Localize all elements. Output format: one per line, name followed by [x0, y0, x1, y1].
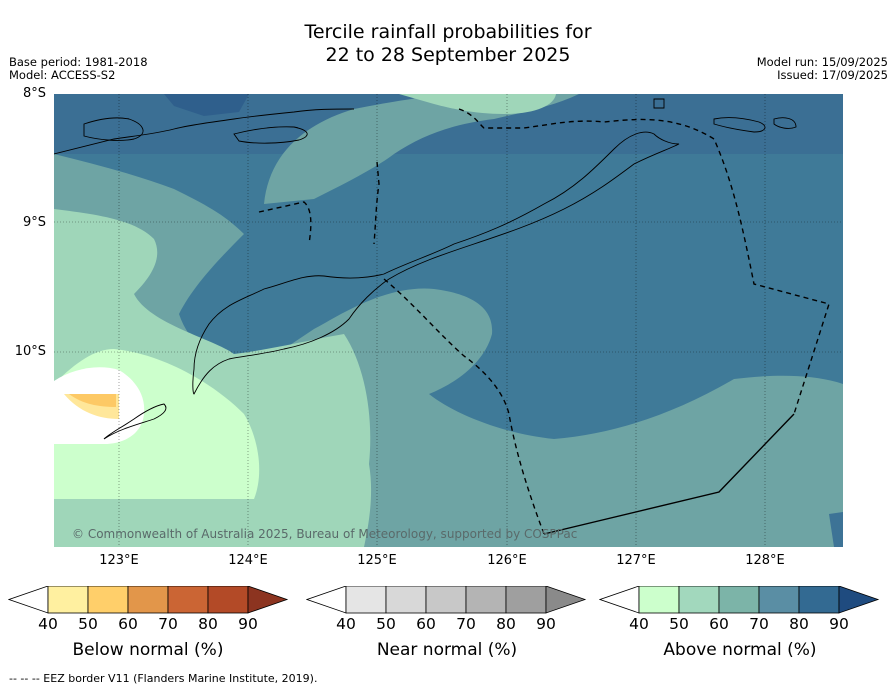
- colorbar-tick: 60: [709, 615, 729, 633]
- colorbar-tick: 90: [829, 615, 849, 633]
- coastlines: [54, 98, 797, 440]
- colorbar-tick: 80: [198, 615, 218, 633]
- coast-island-ne: [773, 117, 797, 129]
- coast-islet: [653, 98, 665, 109]
- lat-label-8s: 8°S: [22, 86, 46, 101]
- colorbar-segment: [47, 586, 89, 614]
- lon-label-124e: 124°E: [228, 553, 268, 568]
- colorbar-tick: 80: [789, 615, 809, 633]
- zone-above-70-corner: [829, 512, 843, 547]
- coast-wetar: [233, 126, 308, 144]
- issued-date: Issued: 17/09/2025: [777, 68, 888, 82]
- colorbar-below: [8, 586, 289, 614]
- colorbar-extend-low: [8, 586, 49, 614]
- colorbar-tick: 40: [336, 615, 356, 633]
- colorbar-tick: 90: [536, 615, 556, 633]
- eez-line-oecusse: [258, 201, 312, 245]
- colorbar-above: [599, 586, 880, 614]
- colorbar-tick: 50: [669, 615, 689, 633]
- near-normal-label: Near normal (%): [376, 640, 518, 660]
- colorbar-segment: [385, 586, 427, 614]
- rainfall-probability-map[interactable]: © Commonwealth of Australia 2025, Bureau…: [54, 94, 843, 547]
- colorbar-tick: 70: [158, 615, 178, 633]
- lon-label-126e: 126°E: [487, 553, 527, 568]
- eez-border: [258, 108, 830, 535]
- chart-title-line2: 22 to 28 September 2025: [325, 44, 571, 66]
- chart-title-line1: Tercile rainfall probabilities for: [304, 21, 592, 43]
- lat-label-9s: 9°S: [22, 215, 46, 230]
- model-run: Model run: 15/09/2025: [756, 55, 888, 69]
- zone-below-60: [69, 394, 116, 407]
- colorbar-segment: [678, 586, 720, 614]
- graticule: [54, 94, 843, 547]
- colorbar-tick: 60: [416, 615, 436, 633]
- colorbar-extend-low: [599, 586, 640, 614]
- colorbar-segment: [127, 586, 169, 614]
- coast-timor: [192, 131, 680, 395]
- colorbar-extend-low: [306, 586, 347, 614]
- meta-left: Base period: 1981-2018 Model: ACCESS-S2: [9, 56, 148, 82]
- colorbar-segment: [87, 586, 129, 614]
- zone-above-60-north: [264, 94, 579, 204]
- colorbar-tick: 40: [629, 615, 649, 633]
- colorbar-segment: [425, 586, 467, 614]
- eez-line-north: [458, 108, 830, 415]
- lon-label-125e: 125°E: [357, 553, 397, 568]
- lon-label-128e: 128°E: [745, 553, 785, 568]
- colorbar-extend-high: [838, 586, 880, 614]
- colorbar-segment: [638, 586, 680, 614]
- model-name: Model: ACCESS-S2: [9, 68, 116, 82]
- colorbar-segment: [798, 586, 840, 614]
- colorbar-tick: 40: [38, 615, 58, 633]
- coast-alor: [83, 117, 144, 141]
- coast-rote: [103, 403, 167, 440]
- colorbar-near: [306, 586, 587, 614]
- colorbar-tick: 50: [78, 615, 98, 633]
- colorbar-extend-high: [247, 586, 289, 614]
- colorbar-tick: 70: [749, 615, 769, 633]
- eez-footnote: -- -- -- EEZ border V11 (Flanders Marine…: [9, 672, 318, 685]
- below-normal-label: Below normal (%): [72, 640, 224, 660]
- colorbar-extend-high: [545, 586, 587, 614]
- lon-label-127e: 127°E: [616, 553, 656, 568]
- coast-island-east: [713, 117, 766, 133]
- colorbar-tick: 90: [238, 615, 258, 633]
- colorbar-segment: [167, 586, 209, 614]
- colorbar-segment: [718, 586, 760, 614]
- copyright-text: © Commonwealth of Australia 2025, Bureau…: [72, 527, 577, 541]
- colorbar-segment: [758, 586, 800, 614]
- above-normal-label: Above normal (%): [663, 640, 817, 660]
- eez-line-solid: [543, 413, 795, 535]
- lat-label-10s: 10°S: [14, 344, 46, 359]
- colorbar-tick: 50: [376, 615, 396, 633]
- zone-above-50-north: [399, 94, 556, 114]
- colorbar-tick: 80: [496, 615, 516, 633]
- colorbar-segment: [465, 586, 507, 614]
- zone-above-90-patch: [164, 94, 249, 116]
- colorbar-segment: [345, 586, 387, 614]
- eez-line-timor: [373, 161, 380, 245]
- colorbar-segment: [207, 586, 249, 614]
- lon-label-123e: 123°E: [99, 553, 139, 568]
- base-period: Base period: 1981-2018: [9, 55, 148, 69]
- colorbar-tick: 70: [456, 615, 476, 633]
- colorbar-tick: 60: [118, 615, 138, 633]
- colorbar-segment: [505, 586, 547, 614]
- meta-right: Model run: 15/09/2025 Issued: 17/09/2025: [757, 56, 888, 82]
- eez-line-south: [383, 278, 545, 535]
